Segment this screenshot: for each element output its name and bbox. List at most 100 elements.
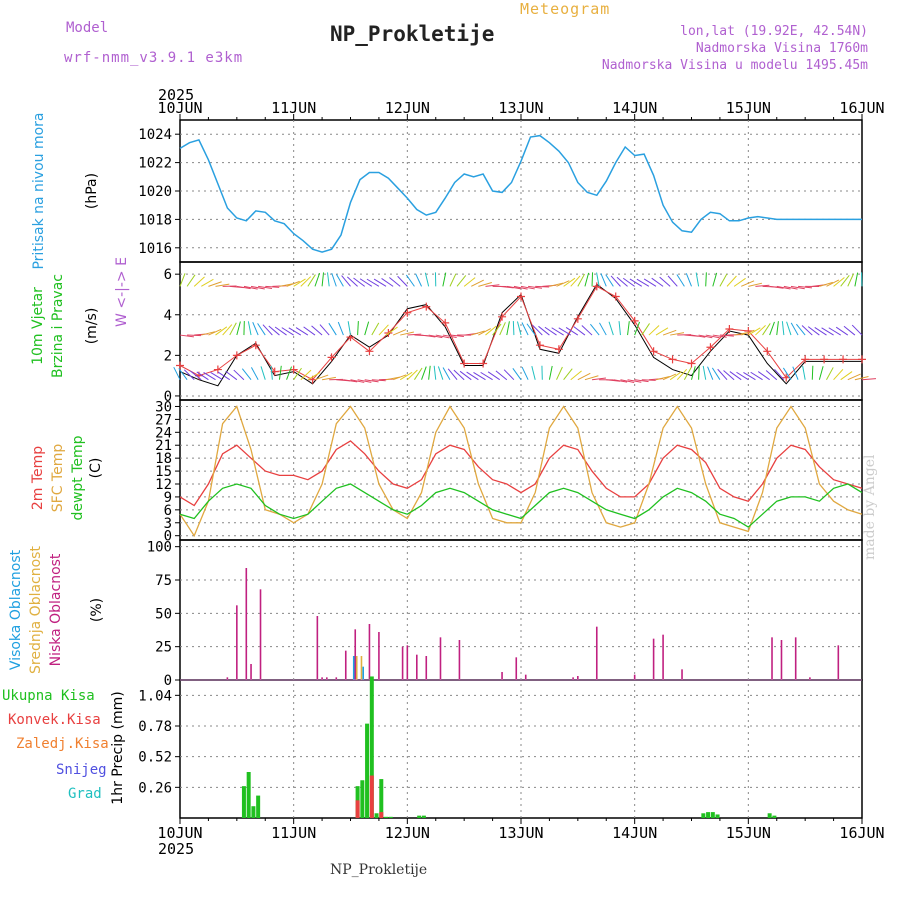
wind-arrow bbox=[757, 371, 770, 381]
temp-unit: (C) bbox=[88, 458, 104, 479]
bottom-tick-label: 16JUN bbox=[839, 824, 884, 842]
wind-marker bbox=[668, 355, 677, 364]
wind-arrow bbox=[350, 379, 365, 383]
wind-arrow bbox=[433, 365, 437, 380]
wind-arrow bbox=[233, 369, 245, 381]
wind-arrow bbox=[535, 285, 550, 288]
wind-arrow bbox=[405, 274, 415, 287]
bottom-tick-label: 11JUN bbox=[271, 824, 316, 842]
wind-arrow bbox=[755, 284, 770, 287]
wind-arrow bbox=[705, 334, 720, 339]
wind-marker bbox=[706, 343, 715, 352]
wind-arrow bbox=[719, 273, 728, 287]
precip-bar bbox=[421, 815, 426, 818]
wind-marker bbox=[213, 365, 222, 374]
wind-arrow bbox=[210, 372, 223, 381]
wind-arrow bbox=[428, 365, 431, 380]
wind-arrow bbox=[676, 274, 685, 287]
wind-arrow bbox=[328, 322, 337, 336]
wind-arrow bbox=[570, 370, 582, 381]
wind-arrow bbox=[627, 379, 642, 383]
wind-arrow bbox=[314, 272, 321, 287]
wind-arrow bbox=[371, 322, 380, 336]
wind-marker bbox=[630, 316, 639, 325]
top-year: 2025 bbox=[158, 86, 194, 104]
wind-marker bbox=[422, 302, 431, 311]
compass-label: W <-|-> E bbox=[114, 257, 130, 327]
panel-frame bbox=[179, 539, 863, 681]
wind-arrow bbox=[521, 322, 529, 336]
wind-arrow bbox=[719, 334, 734, 337]
wind-arrow bbox=[783, 285, 798, 290]
wind-arrow bbox=[516, 321, 522, 336]
wind-arrow bbox=[634, 321, 641, 336]
pressure-axis-label: Pritisak na nivou mora bbox=[31, 112, 47, 269]
wind-arrow bbox=[655, 376, 670, 381]
wind-axis-label2: Brzina i Pravac bbox=[50, 274, 66, 378]
wind-arrow bbox=[676, 368, 688, 381]
wind-arrow bbox=[314, 374, 329, 381]
wind-arrow bbox=[531, 366, 536, 380]
wind-arrow bbox=[270, 365, 273, 380]
wind-arrow bbox=[257, 323, 266, 336]
wind-arrow bbox=[641, 379, 656, 381]
wind-arrow bbox=[512, 368, 522, 380]
wind-arrow bbox=[274, 326, 287, 336]
y-tick-label: 0 bbox=[164, 673, 172, 689]
wind-arrow bbox=[847, 273, 855, 287]
y-tick-label: 30 bbox=[155, 399, 172, 415]
wind-arrow bbox=[341, 275, 351, 287]
wind-arrow bbox=[247, 321, 252, 336]
wind-arrow bbox=[258, 285, 273, 289]
wind-arrow bbox=[442, 367, 451, 380]
y-tick-label: 100 bbox=[147, 540, 172, 556]
wind-arrow bbox=[577, 372, 591, 381]
wind-arrow bbox=[549, 282, 564, 287]
wind-arrow bbox=[307, 372, 321, 381]
wind-arrow bbox=[222, 324, 233, 336]
precip-bar bbox=[246, 772, 251, 818]
wind-arrow bbox=[736, 371, 749, 381]
y-tick-label: 2 bbox=[164, 348, 172, 364]
wind-arrow bbox=[782, 367, 792, 380]
wind-arrow bbox=[596, 272, 600, 287]
wind-arrow bbox=[826, 367, 834, 380]
wind-arrow bbox=[196, 371, 209, 381]
wind-arrow bbox=[600, 273, 607, 287]
y-tick-label: 1016 bbox=[138, 241, 172, 257]
pressure-line bbox=[179, 134, 862, 253]
legend-ukupna-kisa: Ukupna Kisa bbox=[2, 688, 95, 704]
y-tick-label: 1.04 bbox=[138, 688, 172, 704]
precip-bar bbox=[355, 800, 360, 818]
wind-arrow bbox=[485, 325, 497, 336]
wind-arrow bbox=[590, 323, 600, 336]
wind-arrow bbox=[636, 278, 650, 287]
wind-arrow bbox=[466, 371, 479, 381]
wind-arrow bbox=[385, 326, 398, 336]
wind-arrow bbox=[203, 371, 216, 381]
wind-arrow bbox=[471, 279, 484, 287]
wind-arrow bbox=[790, 322, 799, 336]
precip-bar bbox=[710, 812, 715, 818]
precip-bar bbox=[701, 813, 706, 818]
wind-marker bbox=[479, 359, 488, 368]
wind-arrow bbox=[229, 322, 237, 336]
wind-arrow bbox=[471, 330, 485, 336]
wind-arrow bbox=[570, 275, 581, 287]
precip-bar bbox=[251, 806, 256, 818]
wind-arrow bbox=[268, 325, 280, 336]
wind-arrow bbox=[712, 334, 727, 338]
wind-arrow bbox=[655, 327, 669, 336]
wind-arrow bbox=[577, 273, 585, 287]
wind-arrow bbox=[364, 379, 379, 383]
wind-arrow bbox=[506, 285, 521, 290]
wind-arrow bbox=[252, 321, 259, 336]
wind-arrow bbox=[288, 327, 302, 336]
wind-arrow bbox=[397, 275, 408, 287]
wind-marker bbox=[498, 312, 507, 321]
y-tick-label: 0 bbox=[164, 389, 172, 405]
precip-bar bbox=[772, 815, 777, 818]
wind-arrow bbox=[622, 277, 635, 287]
wind-arrow bbox=[729, 371, 742, 381]
wind-arrow bbox=[662, 373, 677, 381]
